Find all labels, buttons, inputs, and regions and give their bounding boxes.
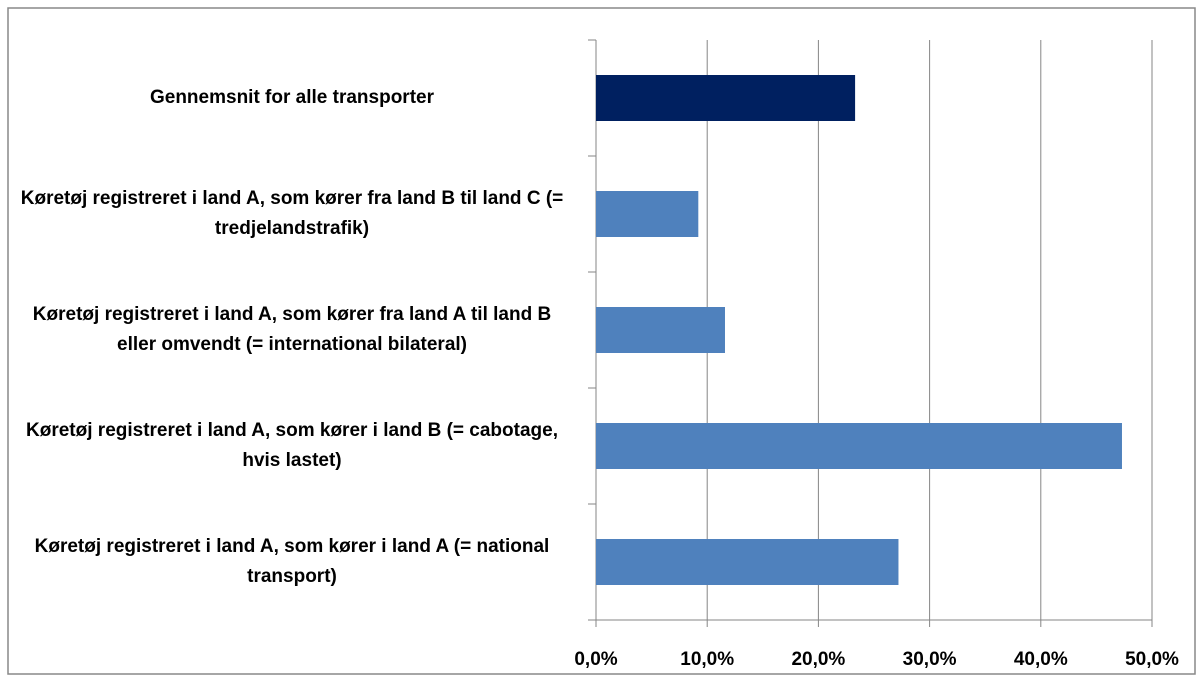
bar — [596, 539, 899, 585]
bar — [596, 191, 699, 237]
bar — [596, 423, 1122, 469]
x-tick-label: 40,0% — [1014, 649, 1068, 670]
y-tick-label: Gennemsnit for alle transporter — [149, 87, 434, 108]
x-tick-label: 0,0% — [574, 649, 617, 670]
x-tick-label: 20,0% — [791, 649, 845, 670]
x-tick-label: 10,0% — [680, 649, 734, 670]
bar — [596, 75, 856, 121]
y-tick-label: Køretøj registreret i land A, som kører … — [20, 188, 564, 239]
y-tick-label: Køretøj registreret i land A, som kører … — [34, 536, 550, 587]
y-tick-label: Køretøj registreret i land A, som kører … — [32, 304, 552, 355]
bar — [596, 307, 725, 353]
y-tick-label: Køretøj registreret i land A, som kører … — [26, 420, 558, 471]
x-tick-label: 50,0% — [1125, 649, 1179, 670]
x-tick-label: 30,0% — [903, 649, 957, 670]
